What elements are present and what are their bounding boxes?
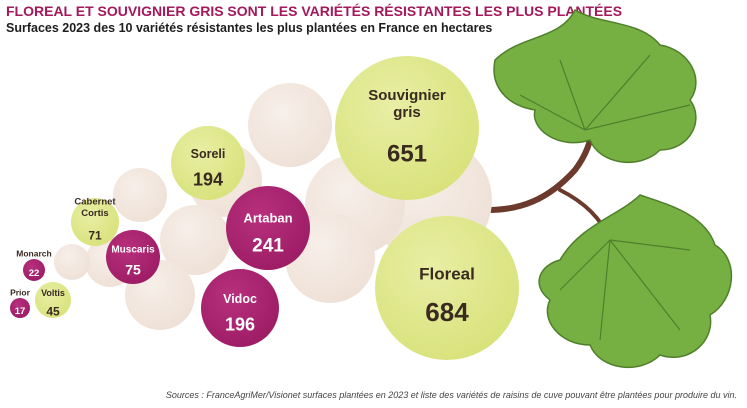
bubble-value: 196 <box>225 314 255 334</box>
bubble-label: Muscaris <box>111 245 155 256</box>
top-leaf <box>493 8 697 164</box>
bubble-vidoc: Vidoc 196 <box>201 269 279 347</box>
bubble-label: Voltis <box>41 288 65 298</box>
bubble-mark <box>106 230 160 284</box>
bubble-label: Souvignier <box>368 87 446 104</box>
bubble-label: Cortis <box>81 208 108 219</box>
bubble-label: Cabernet <box>74 197 116 208</box>
bubble-mark <box>71 198 119 246</box>
bubble-mark <box>201 269 279 347</box>
bubble-value: 75 <box>125 262 141 278</box>
bubble-prior: Prior 17 <box>10 287 31 318</box>
bubble-value: 17 <box>15 306 26 317</box>
bubble-label: Floreal <box>419 264 475 283</box>
bottom-leaf <box>538 194 732 369</box>
bubble-label: Vidoc <box>223 292 257 306</box>
bubble-mark <box>226 186 310 270</box>
bubble-label: Artaban <box>243 210 292 225</box>
bubble-label: gris <box>393 104 421 121</box>
bubble-label: Monarch <box>16 248 51 258</box>
filler-grape <box>113 168 167 222</box>
filler-grape <box>160 205 230 275</box>
chart-title: FLOREAL ET SOUVIGNIER GRIS SONT LES VARI… <box>6 3 623 19</box>
bubble-label: Soreli <box>191 147 226 161</box>
chart-subtitle: Surfaces 2023 des 10 variétés résistante… <box>6 21 493 35</box>
bubble-monarch: Monarch 22 <box>16 248 52 281</box>
bubble-mark <box>335 56 479 200</box>
top-leaf-vein <box>519 54 691 131</box>
bubble-mark <box>171 126 245 200</box>
filler-grape <box>248 83 332 167</box>
bubble-mark <box>23 259 45 281</box>
bubble-value: 71 <box>88 229 102 243</box>
bubble-value: 45 <box>46 305 60 319</box>
bubble-mark <box>375 216 519 360</box>
bubble-value: 241 <box>252 236 284 257</box>
bubble-value: 684 <box>425 297 469 327</box>
bottom-leaf-vein <box>559 239 691 341</box>
chart-source: Sources : FranceAgriMer/Visionet surface… <box>165 390 737 400</box>
bubble-artaban: Artaban 241 <box>226 186 310 270</box>
bubble-mark <box>35 282 71 318</box>
bubble-floreal: Floreal 684 <box>375 216 519 360</box>
bubble-label: Prior <box>10 287 31 297</box>
bubble-mark <box>10 298 30 318</box>
grape-leaves <box>485 8 732 369</box>
bubble-voltis: Voltis 45 <box>35 282 71 319</box>
filler-grape <box>54 244 90 280</box>
bubble-value: 651 <box>387 140 427 167</box>
bubble-soreli: Soreli 194 <box>171 126 245 200</box>
bubble-muscaris: Muscaris 75 <box>106 230 160 284</box>
bubble-value: 22 <box>29 268 40 279</box>
bubble-value: 194 <box>193 169 223 189</box>
